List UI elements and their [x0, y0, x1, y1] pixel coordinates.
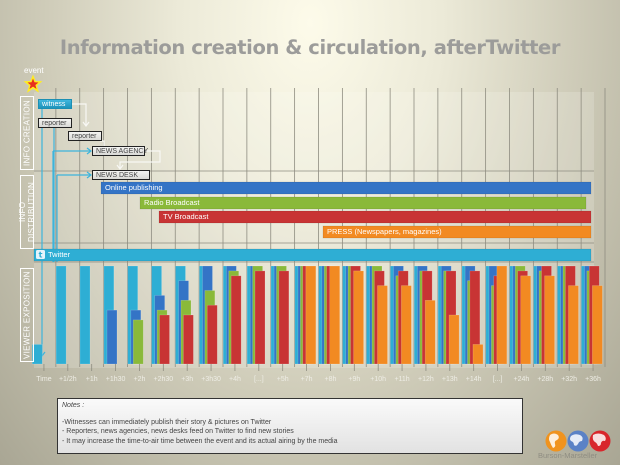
box-news-agency: NEWS AGENCY — [92, 146, 148, 156]
flow-feed-lines — [52, 151, 58, 262]
x-tick-label: [...] — [492, 376, 503, 383]
x-tick-label: +9h — [348, 376, 361, 383]
distribution-bar-press — [322, 225, 592, 239]
distribution-bars — [33, 181, 592, 262]
arrow-head — [86, 147, 92, 155]
bar-twitter — [79, 265, 91, 365]
note-line: -Witnesses can immediately publish their… — [62, 418, 272, 426]
bar-tv — [278, 270, 290, 365]
svg-text:t: t — [39, 251, 43, 260]
label-radio-broadcast: Radio Broadcast — [144, 198, 200, 207]
bar-press — [401, 285, 412, 365]
notes-box: Notes : -Witnesses can immediately publi… — [57, 398, 523, 454]
bar-press — [568, 285, 579, 365]
bar-press — [424, 299, 436, 365]
x-tick-label: +1/2h — [58, 376, 77, 383]
x-tick-label: +24h — [513, 376, 530, 383]
x-tick-label: +10h — [370, 376, 387, 383]
flow-agency-to-desk — [119, 150, 161, 168]
x-tick-label: [...] — [253, 376, 264, 383]
bar-tv — [183, 314, 194, 365]
distribution-bar-twitter — [33, 248, 592, 262]
x-tick-label: +7h — [300, 376, 313, 383]
x-tick-label: +2h30 — [153, 376, 174, 383]
x-tick-label: +8h — [324, 376, 337, 383]
box-witness: witness — [38, 99, 72, 109]
arrow-head — [86, 171, 92, 179]
bar-radio — [132, 319, 144, 365]
event-label: event — [24, 66, 44, 75]
bar-press — [448, 314, 460, 365]
x-tick-label: +3h — [181, 376, 194, 383]
x-tick-label: +14h — [465, 376, 482, 383]
side-label-info-creation: INFO CREATION — [20, 96, 34, 170]
x-tick-label: +2h — [133, 376, 146, 383]
bar-twitter — [31, 344, 43, 365]
distribution-bar-tv — [158, 210, 592, 224]
note-line: - It may increase the time-to-air time b… — [62, 437, 338, 445]
bar-press — [353, 270, 364, 365]
side-label-viewer-exposition: VIEWER EXPOSITION — [20, 268, 34, 362]
bar-press — [377, 285, 388, 365]
twitter-icon: t — [36, 250, 45, 259]
bar-tv — [230, 275, 242, 365]
distribution-bar-online — [100, 181, 592, 195]
bar-press — [544, 275, 555, 365]
bar-press — [496, 265, 508, 365]
x-tick-label: +28h — [537, 376, 554, 383]
bar-online — [106, 309, 118, 365]
bar-press — [305, 265, 317, 365]
arrow-head — [116, 164, 124, 170]
x-tick-label: +36h — [585, 376, 601, 383]
event-star-icon — [23, 74, 43, 93]
box-reporter-2: reporter — [68, 131, 102, 141]
bar-tv — [254, 270, 266, 365]
flow-witness-to-reporter — [72, 103, 87, 126]
x-tick-label: +1h — [85, 376, 98, 383]
x-tick-label: +12h — [418, 376, 434, 383]
bar-twitter — [55, 265, 67, 365]
bar-press — [592, 285, 603, 365]
label-tv-broadcast: TV Broadcast — [163, 212, 209, 221]
x-tick-label: +4h — [229, 376, 241, 383]
bar-press — [329, 265, 341, 365]
x-tick-label: +11h — [394, 376, 410, 383]
note-line: - Reporters, news agencies, news desks f… — [62, 428, 294, 435]
globe-logo-icon — [545, 430, 611, 452]
chart-title: Information creation & circulation, afte… — [59, 36, 561, 59]
label-twitter: Twitter — [48, 250, 71, 259]
brand-name: Burson-Marsteller — [538, 451, 598, 460]
x-tick-label: +32h — [561, 376, 578, 383]
bar-tv — [159, 314, 170, 365]
flow-arrows — [38, 103, 161, 357]
side-label-info-distribution: INFO DISTRIBUTION — [18, 175, 36, 249]
label-online-publishing: Online publishing — [105, 183, 163, 192]
box-reporter: reporter — [38, 118, 72, 128]
bar-tv — [206, 304, 218, 365]
x-tick-label: Time — [36, 376, 52, 383]
label-press: PRESS (Newspapers, magazines) — [327, 227, 442, 236]
exposure-bars — [31, 265, 603, 365]
notes-heading: Notes : — [62, 402, 85, 409]
distribution-bar-radio — [139, 196, 587, 210]
x-tick-label: +5h — [276, 376, 289, 383]
x-axis-ticks — [43, 364, 594, 371]
box-news-desk: NEWS DESK — [92, 170, 150, 180]
arrow-head — [82, 121, 90, 127]
x-tick-label: +1h30 — [105, 376, 126, 383]
bar-press — [520, 275, 532, 365]
x-tick-label: +13h — [441, 376, 458, 383]
x-tick-label: +3h30 — [201, 376, 221, 383]
bar-press — [472, 344, 484, 365]
